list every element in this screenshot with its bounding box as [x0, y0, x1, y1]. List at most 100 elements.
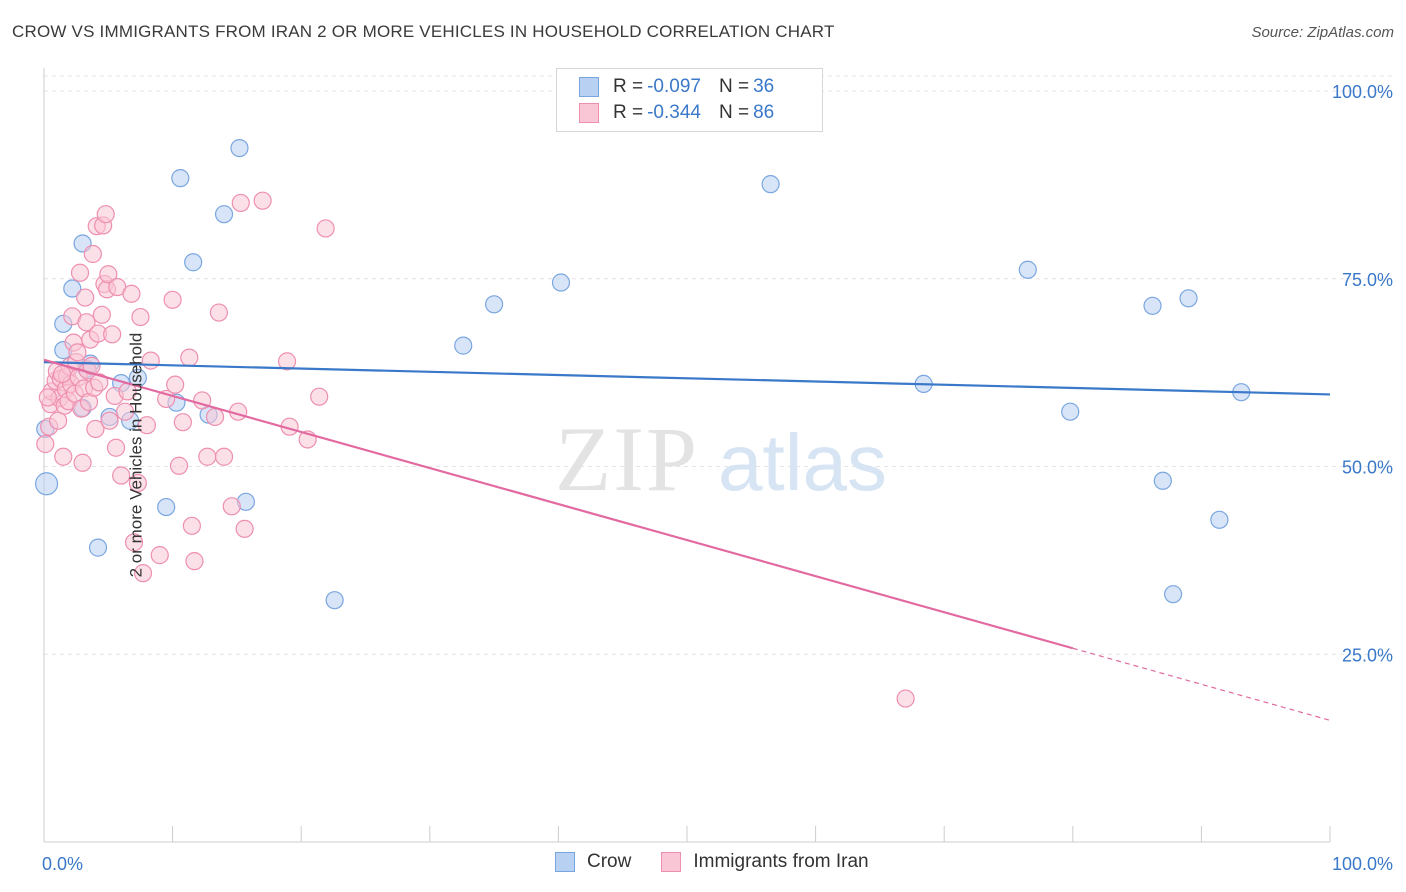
data-points — [34, 138, 1251, 708]
crow-point — [63, 279, 82, 298]
iran-point — [103, 325, 122, 344]
iran-point — [137, 416, 156, 435]
stats-legend: R = -0.097 N = 36 R = -0.344 N = 86 — [556, 68, 823, 132]
crow-point — [1153, 471, 1172, 490]
legend-item-iran[interactable]: Immigrants from Iran — [661, 851, 869, 873]
n-value: 86 — [753, 102, 775, 123]
crow-swatch — [579, 77, 599, 97]
iran-point — [112, 466, 131, 485]
iran-point — [36, 434, 55, 454]
watermark-zip: ZIP — [555, 408, 699, 510]
iran-point — [73, 453, 92, 472]
iran-point — [310, 387, 329, 406]
y-tick-label-2: 50.0% — [1342, 458, 1393, 478]
iran-point — [122, 284, 141, 303]
iran-point — [253, 191, 272, 210]
iran-point — [54, 447, 73, 466]
crow-point — [88, 538, 108, 557]
iran-point — [82, 356, 101, 375]
iran-point — [76, 288, 95, 307]
iran-point — [92, 305, 111, 324]
r-label: R = — [613, 76, 644, 97]
iran-point — [182, 516, 201, 535]
iran-point — [169, 456, 189, 475]
crow-point — [1179, 289, 1198, 308]
stats-legend-row-iran: R = -0.344 N = 86 — [579, 100, 774, 126]
iran-point — [52, 365, 72, 384]
n-label: N = — [718, 76, 750, 97]
iran-point — [38, 388, 57, 407]
crow-point — [761, 175, 780, 194]
iran-point — [209, 303, 228, 322]
series-legend: Crow Immigrants from Iran — [555, 851, 899, 873]
iran-point — [106, 438, 126, 457]
iran-point — [231, 193, 250, 213]
crow-point — [1164, 585, 1183, 604]
x-tick-label-right: 100.0% — [1332, 854, 1393, 874]
trend-lines — [43, 358, 1331, 721]
y-tick-label-1: 75.0% — [1342, 270, 1393, 290]
iran-point — [77, 313, 96, 332]
crow-point — [1143, 296, 1162, 315]
iran-legend-label: Immigrants from Iran — [693, 851, 869, 872]
r-label: R = — [613, 102, 644, 123]
stats-legend-row-crow: R = -0.097 N = 36 — [579, 74, 774, 100]
crow-point — [551, 273, 571, 292]
iran-point — [180, 348, 199, 367]
grid-lines — [44, 75, 1392, 655]
iran-point — [163, 290, 182, 309]
y-tick-label-0: 100.0% — [1332, 82, 1393, 102]
iran-point — [896, 689, 915, 708]
r-value: -0.344 — [647, 102, 701, 123]
legend-item-crow[interactable]: Crow — [555, 851, 631, 873]
crow-point — [34, 472, 59, 496]
crow-point — [230, 138, 249, 158]
iran-trend-line — [43, 358, 1074, 650]
crow-point — [157, 497, 176, 517]
iran-point — [115, 402, 135, 421]
iran-point — [86, 419, 105, 439]
n-value: 36 — [753, 76, 775, 97]
iran-swatch — [579, 103, 599, 123]
iran-point — [124, 533, 144, 552]
iran-point — [99, 265, 118, 284]
iran-trend-extension — [1072, 647, 1331, 721]
y-axis-label: 2 or more Vehicles in Household — [126, 332, 146, 578]
iran-point — [316, 219, 335, 238]
chart-source: Source: ZipAtlas.com — [1251, 24, 1394, 41]
iran-point — [70, 263, 90, 282]
n-label: N = — [718, 102, 750, 123]
crow-point — [1210, 510, 1229, 529]
iran-point — [185, 552, 204, 571]
iran-point — [150, 546, 169, 565]
x-tick-label-left: 0.0% — [42, 854, 83, 874]
iran-legend-swatch — [661, 852, 682, 872]
crow-point — [214, 205, 234, 224]
r-value: -0.097 — [647, 76, 701, 97]
crow-legend-label: Crow — [587, 851, 632, 872]
iran-point — [90, 373, 109, 392]
watermark-atlas: atlas — [718, 418, 887, 507]
iran-point — [173, 413, 192, 432]
iran-point — [100, 411, 119, 430]
iran-point — [128, 473, 147, 493]
iran-point — [68, 343, 87, 362]
crow-point — [325, 591, 344, 610]
iran-point — [198, 447, 217, 466]
iran-point — [222, 497, 241, 516]
iran-point — [49, 411, 68, 430]
crow-point — [454, 336, 473, 355]
iran-point — [277, 352, 297, 371]
watermark: ZIP atlas — [555, 408, 887, 510]
crow-trend-line — [43, 361, 1331, 396]
tick-labels: 100.0% 75.0% 50.0% 25.0% 0.0% 100.0% — [42, 82, 1393, 874]
iran-point — [96, 205, 115, 224]
y-tick-label-3: 25.0% — [1342, 645, 1393, 665]
crow-point — [1018, 260, 1037, 279]
crow-legend-swatch — [555, 852, 575, 872]
chart-title: CROW VS IMMIGRANTS FROM IRAN 2 OR MORE V… — [12, 22, 835, 41]
iran-point — [214, 447, 234, 466]
crow-point — [171, 169, 190, 188]
iran-point — [205, 407, 225, 427]
